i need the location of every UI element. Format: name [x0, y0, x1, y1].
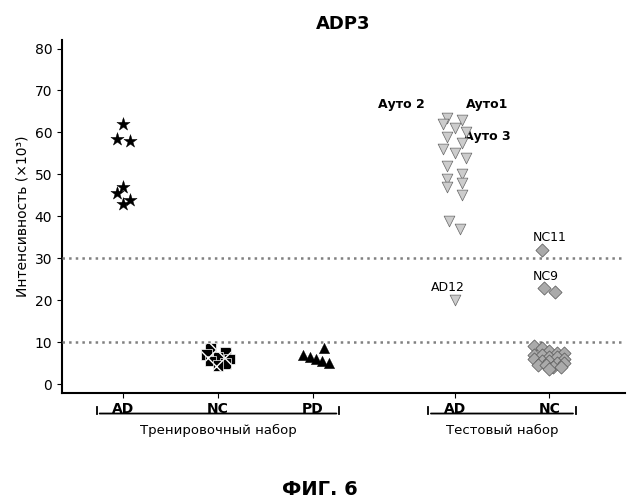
- Point: [213, 353, 223, 361]
- Point: [442, 114, 452, 122]
- Text: AD12: AD12: [431, 281, 465, 294]
- Point: [455, 225, 465, 233]
- Point: [444, 216, 454, 224]
- Point: [118, 183, 129, 191]
- Point: [442, 174, 452, 182]
- Text: ФИГ. 6: ФИГ. 6: [282, 480, 358, 499]
- Point: [538, 284, 548, 292]
- Point: [125, 137, 135, 145]
- Point: [213, 362, 223, 370]
- Point: [552, 348, 562, 356]
- Point: [552, 359, 562, 367]
- Point: [202, 351, 212, 359]
- Point: [544, 366, 554, 374]
- Point: [544, 357, 554, 365]
- Point: [442, 162, 452, 170]
- Point: [442, 132, 452, 140]
- Point: [550, 288, 560, 296]
- Point: [544, 346, 554, 354]
- Point: [305, 353, 315, 361]
- Point: [540, 362, 550, 370]
- Point: [442, 183, 452, 191]
- Point: [118, 200, 129, 207]
- Point: [559, 348, 570, 356]
- Point: [298, 351, 308, 359]
- Point: [111, 134, 122, 142]
- Point: [552, 353, 562, 361]
- Text: Тестовый набор: Тестовый набор: [445, 424, 558, 437]
- Y-axis label: Интенсивность (×10³): Интенсивность (×10³): [15, 136, 29, 297]
- Point: [536, 344, 547, 352]
- Point: [118, 120, 129, 128]
- Point: [438, 120, 449, 128]
- Point: [536, 246, 547, 254]
- Text: Ауто 3: Ауто 3: [464, 130, 511, 143]
- Point: [111, 190, 122, 198]
- Point: [324, 359, 334, 367]
- Text: Ауто1: Ауто1: [466, 98, 508, 112]
- Point: [125, 196, 135, 203]
- Point: [533, 362, 543, 370]
- Point: [544, 353, 554, 361]
- Point: [317, 357, 327, 365]
- Point: [457, 116, 467, 124]
- Point: [461, 154, 471, 162]
- Point: [457, 139, 467, 147]
- Point: [449, 150, 460, 158]
- Point: [529, 342, 540, 350]
- Point: [536, 357, 547, 365]
- Point: [461, 128, 471, 136]
- Text: Тренировочный набор: Тренировочный набор: [140, 424, 296, 437]
- Point: [529, 355, 540, 363]
- Point: [224, 355, 234, 363]
- Title: ADP3: ADP3: [316, 15, 371, 33]
- Point: [319, 344, 329, 352]
- Point: [311, 355, 321, 363]
- Point: [529, 351, 540, 359]
- Point: [548, 364, 558, 372]
- Point: [457, 179, 467, 187]
- Point: [457, 170, 467, 178]
- Point: [449, 124, 460, 132]
- Point: [559, 359, 570, 367]
- Text: NC9: NC9: [532, 270, 558, 283]
- Point: [556, 364, 566, 372]
- Point: [559, 355, 570, 363]
- Text: NC11: NC11: [532, 230, 566, 243]
- Point: [205, 344, 216, 352]
- Text: Ауто 2: Ауто 2: [378, 98, 424, 112]
- Point: [221, 359, 231, 367]
- Point: [457, 192, 467, 200]
- Point: [536, 351, 547, 359]
- Point: [221, 348, 231, 356]
- Point: [438, 145, 449, 153]
- Point: [449, 296, 460, 304]
- Point: [205, 357, 216, 365]
